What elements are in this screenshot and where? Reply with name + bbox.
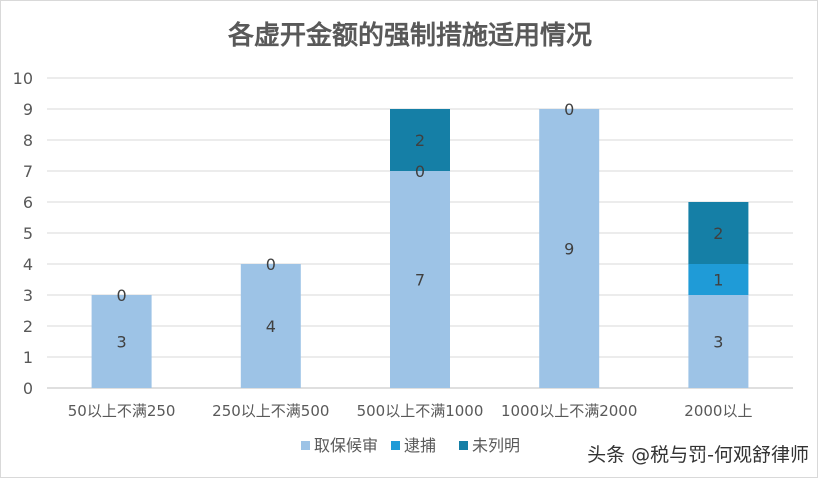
y-tick-label: 10 — [13, 69, 33, 88]
x-axis: 50以上不满250 250以上不满500 500以上不满1000 1000以上不满20… — [68, 402, 753, 420]
data-label: 3 — [713, 333, 723, 352]
bar-segment — [688, 295, 749, 388]
y-tick-label: 9 — [23, 100, 33, 119]
bar-segment — [688, 264, 749, 295]
x-tick-label: 50以上不满250 — [68, 402, 176, 420]
y-tick-label: 5 — [23, 224, 33, 243]
data-label: 1 — [713, 271, 723, 290]
legend-swatch — [391, 441, 400, 450]
legend-swatch — [301, 441, 310, 450]
y-axis: 0 1 2 3 4 5 6 7 8 9 10 — [13, 69, 33, 398]
legend: 取保候审 逮捕 未列明 — [301, 436, 520, 455]
y-tick-label: 8 — [23, 131, 33, 150]
data-label: 9 — [564, 240, 574, 259]
x-tick-label: 1000以上不满2000 — [501, 402, 637, 420]
bar-segment — [688, 202, 749, 264]
data-label: 0 — [415, 162, 425, 181]
x-tick-label: 2000以上 — [684, 402, 752, 420]
data-labels: 3 0 4 0 7 0 2 9 0 3 1 2 — [117, 100, 724, 352]
data-label: 4 — [266, 317, 276, 336]
data-label: 2 — [415, 131, 425, 150]
y-tick-label: 0 — [23, 379, 33, 398]
watermark: 头条 @税与罚-何观舒律师 — [587, 444, 809, 466]
data-label: 2 — [713, 224, 723, 243]
bar-segment — [390, 171, 450, 388]
data-label: 0 — [266, 255, 276, 274]
bar-segment — [240, 264, 301, 388]
y-tick-label: 3 — [23, 286, 33, 305]
y-tick-label: 4 — [23, 255, 33, 274]
bar-segment — [91, 295, 152, 388]
x-tick-label: 250以上不满500 — [212, 402, 329, 420]
bars — [91, 109, 749, 388]
legend-label: 未列明 — [472, 436, 520, 455]
x-tick-label: 500以上不满1000 — [357, 402, 484, 420]
data-label: 7 — [415, 271, 425, 290]
y-tick-label: 7 — [23, 162, 33, 181]
bar-segment — [390, 109, 450, 171]
legend-label: 逮捕 — [404, 436, 436, 455]
y-tick-label: 2 — [23, 317, 33, 336]
data-label: 0 — [117, 286, 127, 305]
chart-title: 各虚开金额的强制措施适用情况 — [227, 20, 592, 51]
bar-segment — [539, 109, 600, 388]
legend-swatch — [459, 441, 468, 450]
y-tick-label: 1 — [23, 348, 33, 367]
y-tick-label: 6 — [23, 193, 33, 212]
data-label: 3 — [117, 333, 127, 352]
legend-label: 取保候审 — [314, 436, 378, 455]
data-label: 0 — [564, 100, 574, 119]
